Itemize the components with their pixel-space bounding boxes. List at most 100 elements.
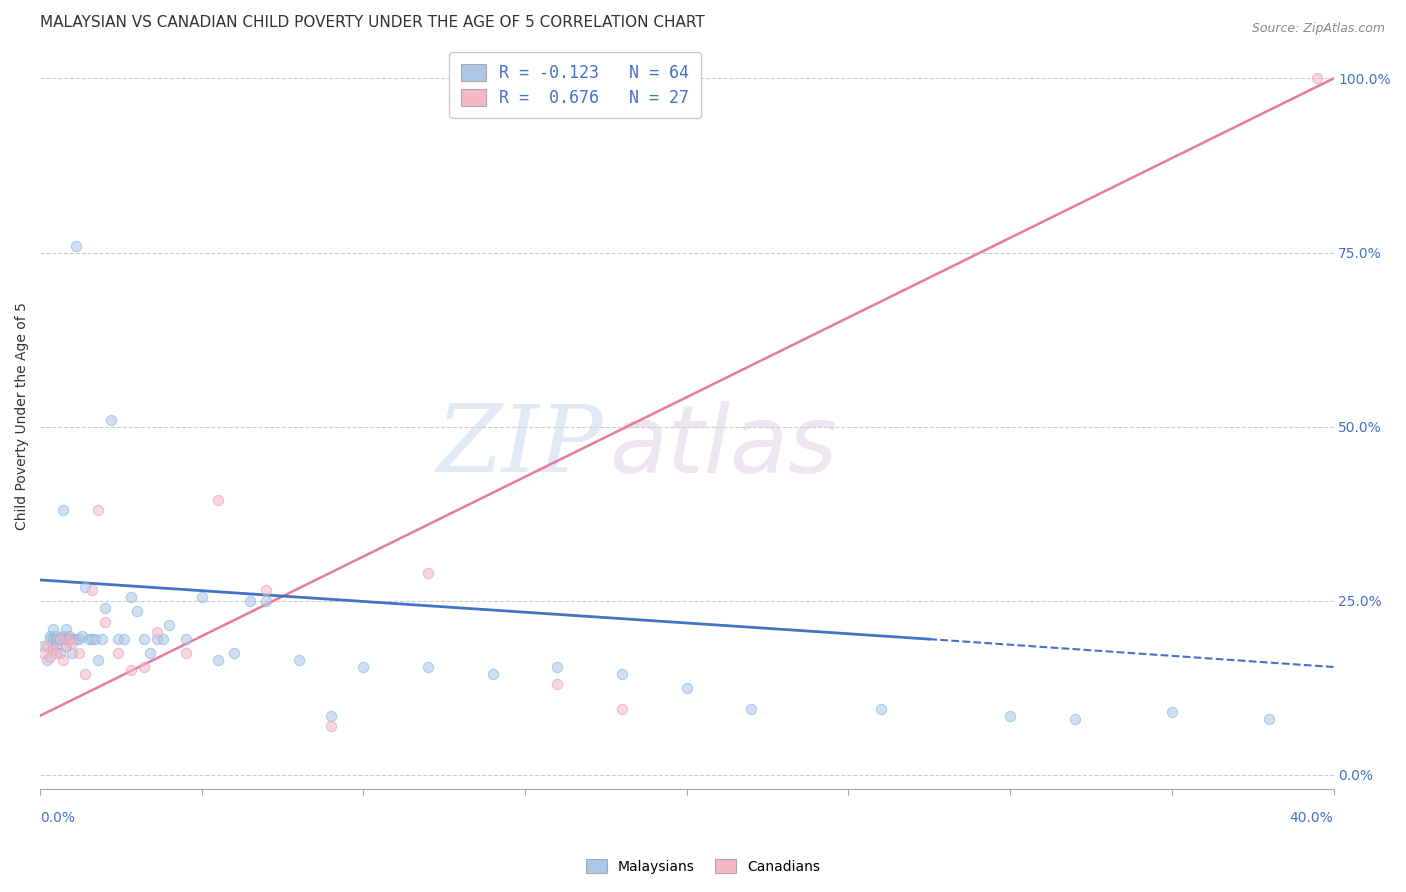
Point xyxy=(52,632,75,647)
Point xyxy=(174,646,197,660)
Point xyxy=(55,632,77,647)
Point xyxy=(42,622,65,636)
Point xyxy=(38,632,60,647)
Point xyxy=(127,604,149,618)
Point xyxy=(94,615,117,629)
Point xyxy=(1306,71,1329,86)
Point xyxy=(174,632,197,647)
Point xyxy=(139,646,162,660)
Point xyxy=(62,646,84,660)
Point xyxy=(94,600,117,615)
Point xyxy=(45,639,67,653)
Point xyxy=(75,667,97,681)
Point xyxy=(35,653,58,667)
Point xyxy=(256,583,278,598)
Point xyxy=(32,639,55,653)
Legend: Malaysians, Canadians: Malaysians, Canadians xyxy=(579,852,827,880)
Point xyxy=(80,583,103,598)
Point xyxy=(191,591,214,605)
Point xyxy=(52,653,75,667)
Point xyxy=(45,629,67,643)
Point xyxy=(65,238,87,252)
Point xyxy=(42,642,65,657)
Point xyxy=(120,591,142,605)
Point xyxy=(58,632,80,647)
Text: 40.0%: 40.0% xyxy=(1289,811,1333,825)
Point xyxy=(998,708,1021,723)
Point xyxy=(42,639,65,653)
Point xyxy=(87,653,110,667)
Point xyxy=(288,653,311,667)
Point xyxy=(62,635,84,649)
Point xyxy=(84,632,107,647)
Point xyxy=(256,594,278,608)
Point xyxy=(48,646,70,660)
Point xyxy=(1063,712,1085,726)
Point xyxy=(90,632,112,647)
Point xyxy=(145,625,167,640)
Text: ZIP: ZIP xyxy=(436,401,603,491)
Point xyxy=(35,639,58,653)
Point xyxy=(38,649,60,664)
Point xyxy=(77,632,100,647)
Point xyxy=(132,632,155,647)
Point xyxy=(675,681,697,695)
Point xyxy=(45,632,67,647)
Point xyxy=(321,708,343,723)
Point xyxy=(152,632,174,647)
Text: 0.0%: 0.0% xyxy=(41,811,75,825)
Point xyxy=(62,632,84,647)
Text: atlas: atlas xyxy=(609,401,838,491)
Point xyxy=(418,566,440,580)
Point xyxy=(100,413,122,427)
Point xyxy=(45,646,67,660)
Y-axis label: Child Poverty Under the Age of 5: Child Poverty Under the Age of 5 xyxy=(15,302,30,530)
Point xyxy=(42,632,65,647)
Point xyxy=(546,677,568,691)
Point xyxy=(207,653,229,667)
Point xyxy=(120,664,142,678)
Point xyxy=(67,646,90,660)
Point xyxy=(65,632,87,647)
Point xyxy=(239,594,262,608)
Point xyxy=(38,629,60,643)
Point xyxy=(418,660,440,674)
Point xyxy=(353,660,375,674)
Point xyxy=(48,632,70,647)
Point xyxy=(112,632,135,647)
Text: MALAYSIAN VS CANADIAN CHILD POVERTY UNDER THE AGE OF 5 CORRELATION CHART: MALAYSIAN VS CANADIAN CHILD POVERTY UNDE… xyxy=(41,15,704,30)
Point xyxy=(321,719,343,733)
Point xyxy=(145,632,167,647)
Point xyxy=(32,646,55,660)
Point xyxy=(107,646,129,660)
Point xyxy=(75,580,97,594)
Point xyxy=(55,622,77,636)
Point xyxy=(546,660,568,674)
Point xyxy=(52,503,75,517)
Point xyxy=(159,618,181,632)
Point xyxy=(1160,706,1182,720)
Point xyxy=(224,646,246,660)
Point xyxy=(132,660,155,674)
Point xyxy=(481,667,503,681)
Point xyxy=(740,702,762,716)
Point xyxy=(52,629,75,643)
Point xyxy=(87,503,110,517)
Point xyxy=(207,492,229,507)
Point xyxy=(107,632,129,647)
Point xyxy=(67,632,90,647)
Point xyxy=(48,632,70,647)
Point xyxy=(70,629,93,643)
Point xyxy=(55,639,77,653)
Point xyxy=(869,702,891,716)
Point xyxy=(1257,712,1279,726)
Point xyxy=(80,632,103,647)
Text: Source: ZipAtlas.com: Source: ZipAtlas.com xyxy=(1251,22,1385,36)
Point xyxy=(48,632,70,647)
Point xyxy=(610,702,633,716)
Point xyxy=(58,632,80,647)
Point xyxy=(55,639,77,653)
Point xyxy=(58,629,80,643)
Point xyxy=(610,667,633,681)
Legend: R = -0.123   N = 64, R =  0.676   N = 27: R = -0.123 N = 64, R = 0.676 N = 27 xyxy=(450,52,702,119)
